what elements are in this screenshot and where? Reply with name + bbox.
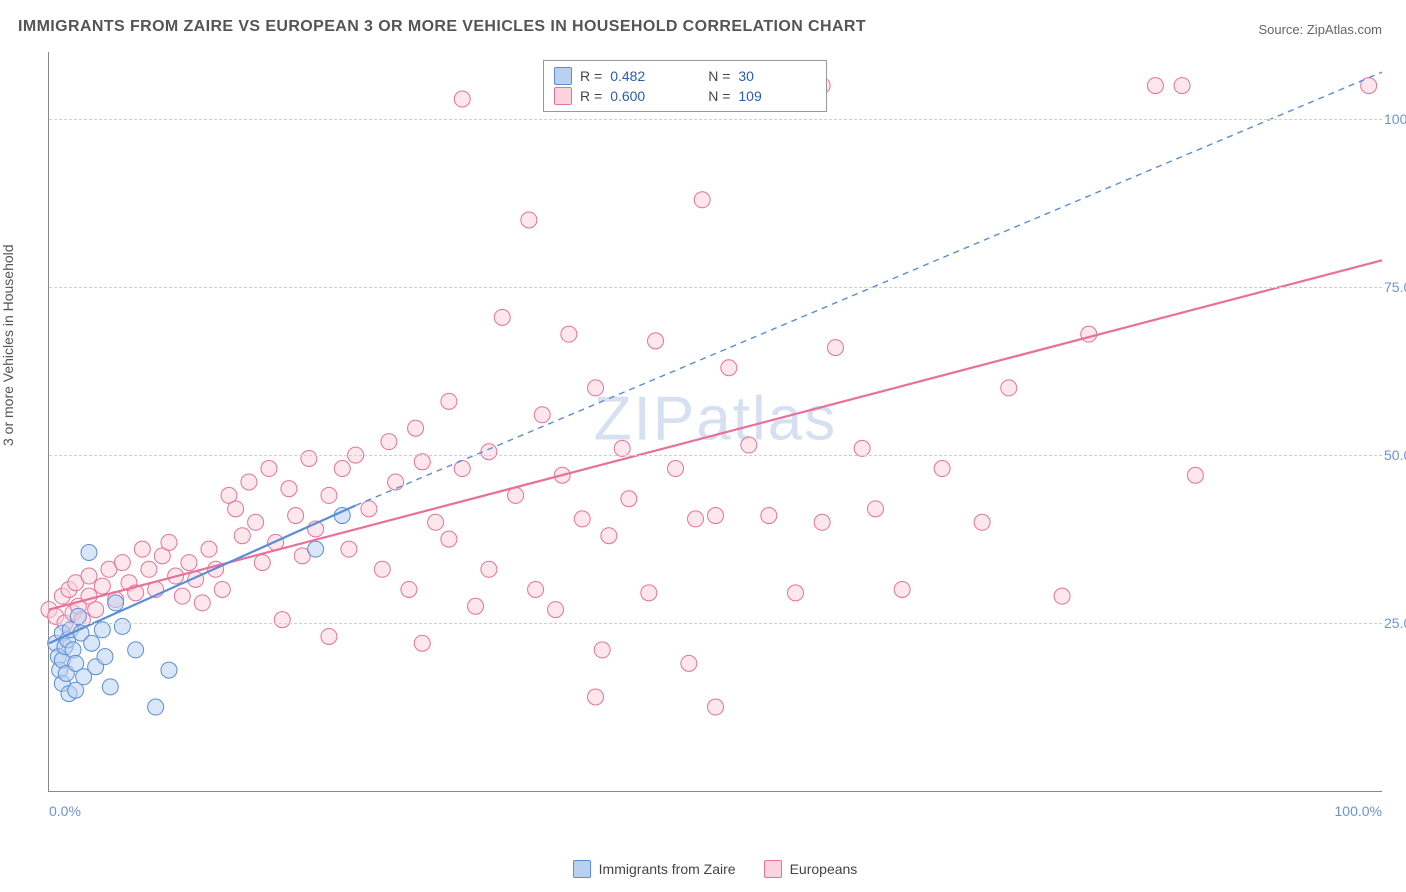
plot-area: ZIPatlas R = 0.482 N = 30 R = 0.600 N = … xyxy=(48,52,1382,792)
y-axis-title: 3 or more Vehicles in Household xyxy=(0,244,16,446)
chart-title: IMMIGRANTS FROM ZAIRE VS EUROPEAN 3 OR M… xyxy=(18,18,866,36)
r-label-a: R = xyxy=(580,68,602,84)
n-label-a: N = xyxy=(708,68,730,84)
r-value-b: 0.600 xyxy=(610,88,700,104)
legend-row-a: R = 0.482 N = 30 xyxy=(554,67,816,85)
correlation-legend: R = 0.482 N = 30 R = 0.600 N = 109 xyxy=(543,60,827,112)
series-legend: Immigrants from Zaire Europeans xyxy=(48,860,1382,878)
legend-entry-a: Immigrants from Zaire xyxy=(573,860,736,878)
r-value-a: 0.482 xyxy=(610,68,700,84)
source-attribution: Source: ZipAtlas.com xyxy=(1258,22,1382,37)
legend-entry-b: Europeans xyxy=(764,860,858,878)
n-label-b: N = xyxy=(708,88,730,104)
swatch-b-bottom xyxy=(764,860,782,878)
xtick-label: 0.0% xyxy=(49,803,81,819)
legend-label-a: Immigrants from Zaire xyxy=(599,861,736,877)
gridline xyxy=(49,623,1382,624)
swatch-a-bottom xyxy=(573,860,591,878)
scatter-plot-svg xyxy=(49,52,1382,791)
gridline xyxy=(49,455,1382,456)
xtick-label: 100.0% xyxy=(1335,803,1382,819)
gridline xyxy=(49,287,1382,288)
gridline xyxy=(49,119,1382,120)
ytick-label: 50.0% xyxy=(1384,447,1406,463)
n-value-a: 30 xyxy=(738,68,816,84)
ytick-label: 75.0% xyxy=(1384,279,1406,295)
ytick-label: 100.0% xyxy=(1384,111,1406,127)
ytick-label: 25.0% xyxy=(1384,615,1406,631)
n-value-b: 109 xyxy=(738,88,816,104)
legend-row-b: R = 0.600 N = 109 xyxy=(554,87,816,105)
swatch-a xyxy=(554,67,572,85)
legend-label-b: Europeans xyxy=(790,861,858,877)
swatch-b xyxy=(554,87,572,105)
r-label-b: R = xyxy=(580,88,602,104)
